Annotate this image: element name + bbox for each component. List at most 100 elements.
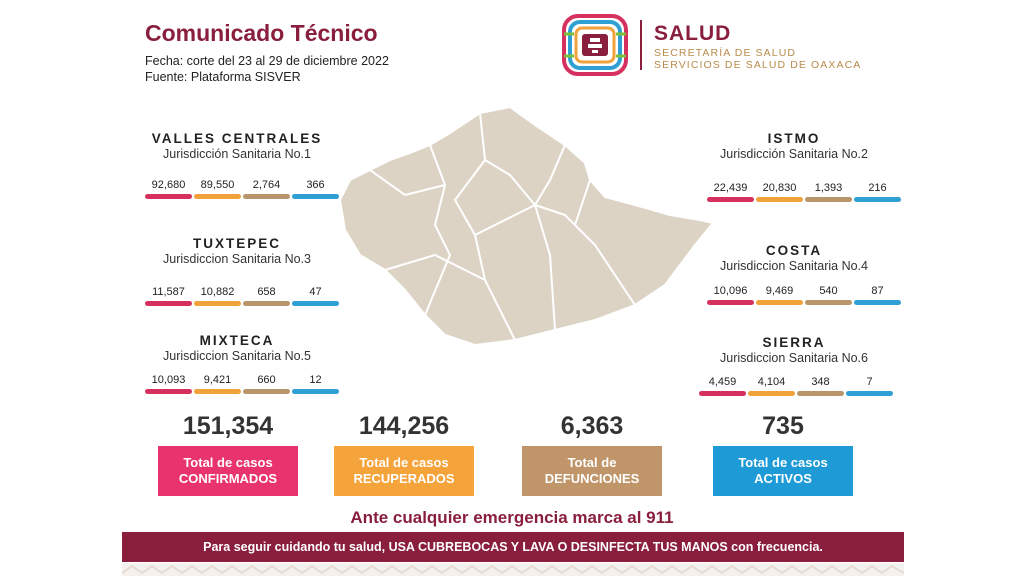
confirmed-value: 4,459 [708,376,737,388]
total-label-line1: Total de casos [738,455,828,470]
oaxaca-health-logo-icon [562,14,628,76]
active-value: 366 [306,179,325,191]
confirmed-value: 11,587 [152,286,185,298]
region-values-tuxtepec: 11,587 10,882 658 47 [145,285,341,306]
total-label-box: Total de casos ACTIVOS [713,446,853,496]
active-value: 87 [871,285,884,297]
region-jurisdiction: Jurisdiccion Sanitaria No.6 [720,351,868,365]
page-title: Comunicado Técnico [145,20,378,46]
deaths-bar [797,391,844,396]
confirmed-bar [707,197,754,202]
region-values-costa: 10,096 9,469 540 87 [707,284,903,305]
total-label-box: Total de casos CONFIRMADOS [158,446,298,496]
recovered-value: 9,421 [203,374,232,386]
region-jurisdiction: Jurisdiccion Sanitaria No.4 [720,259,868,273]
region-jurisdiction: Jurisdicción Sanitaria No.2 [720,147,868,161]
region-name: VALLES CENTRALES [151,131,323,146]
confirmed-bar [145,301,192,306]
active-bar [292,194,339,199]
region-name: COSTA [765,243,823,258]
logo-divider [640,20,642,70]
region-name: MIXTECA [199,333,275,348]
total-deaths: 6,363 Total de DEFUNCIONES [522,412,662,496]
report-date: Fecha: corte del 23 al 29 de diciembre 2… [145,54,389,68]
deaths-value: 658 [257,286,276,298]
confirmed-value: 92,680 [151,179,186,191]
confirmed-value: 10,096 [713,285,748,297]
total-label-line2: CONFIRMADOS [178,471,278,486]
active-bar [854,300,901,305]
total-recovered: 144,256 Total de casos RECUPERADOS [334,412,474,496]
active-value: 7 [866,376,873,388]
footer-banner: Para seguir cuidando tu salud, USA CUBRE… [122,532,904,562]
confirmed-value: 22,439 [713,182,748,194]
recovered-bar [756,300,803,305]
recovered-value: 9,469 [765,285,794,297]
brand-line-1: SECRETARÍA DE SALUD [654,47,797,59]
active-bar [846,391,893,396]
deaths-bar [243,301,290,306]
active-bar [292,389,339,394]
brand-line-2: SERVICIOS DE SALUD DE OAXACA [654,59,862,71]
region-valles-centrales: VALLES CENTRALES Jurisdicción Sanitaria … [140,131,334,161]
recovered-value: 20,830 [762,182,797,194]
total-value: 144,256 [358,412,450,440]
recovered-value: 89,550 [200,179,235,191]
total-label-line2: RECUPERADOS [353,471,455,486]
recovered-bar [194,301,241,306]
total-label-line1: Total de casos [183,455,273,470]
region-jurisdiction: Jurisdicción Sanitaria No.1 [163,147,311,161]
emergency-message: Ante cualquier emergencia marca al 911 [350,508,674,527]
confirmed-value: 10,093 [151,374,186,386]
confirmed-bar [145,389,192,394]
footer-text: Para seguir cuidando tu salud, USA CUBRE… [203,540,823,554]
total-label-line2: ACTIVOS [754,471,812,486]
active-bar [854,197,901,202]
total-label-line1: Total de [567,455,617,470]
brand-name: SALUD [654,22,732,45]
region-name: ISTMO [767,131,821,146]
deaths-value: 2,764 [252,179,281,191]
total-label-line1: Total de casos [359,455,449,470]
recovered-bar [194,389,241,394]
total-active: 735 Total de casos ACTIVOS [713,412,853,496]
active-bar [292,301,339,306]
deaths-value: 660 [257,374,276,386]
region-jurisdiction: Jurisdiccion Sanitaria No.5 [163,349,311,363]
total-label-box: Total de DEFUNCIONES [522,446,662,496]
region-values-istmo: 22,439 20,830 1,393 216 [707,181,903,202]
total-value: 151,354 [182,412,274,440]
deaths-value: 540 [819,285,838,297]
total-label-box: Total de casos RECUPERADOS [334,446,474,496]
region-mixteca: MIXTECA Jurisdiccion Sanitaria No.5 [140,333,334,363]
recovered-bar [748,391,795,396]
active-value: 47 [309,286,322,298]
region-name: TUXTEPEC [192,236,281,251]
region-values-sierra: 4,459 4,104 348 7 [699,375,895,396]
confirmed-bar [707,300,754,305]
recovered-bar [194,194,241,199]
deaths-bar [243,194,290,199]
deaths-value: 1,393 [814,182,843,194]
deaths-bar [805,197,852,202]
region-tuxtepec: TUXTEPEC Jurisdiccion Sanitaria No.3 [140,236,334,266]
total-value: 735 [762,412,804,440]
total-label-line2: DEFUNCIONES [544,471,640,486]
total-value: 6,363 [560,412,624,440]
recovered-value: 10,882 [200,286,235,298]
oaxaca-map-icon [338,105,715,347]
recovered-value: 4,104 [757,376,786,388]
decorative-pattern [122,563,904,576]
region-values-valles-centrales: 92,680 89,550 2,764 366 [145,178,341,199]
confirmed-bar [145,194,192,199]
region-istmo: ISTMO Jurisdicción Sanitaria No.2 [697,131,891,161]
region-costa: COSTA Jurisdiccion Sanitaria No.4 [697,243,891,273]
recovered-bar [756,197,803,202]
deaths-value: 348 [811,376,830,388]
deaths-bar [805,300,852,305]
active-value: 12 [309,374,322,386]
active-value: 216 [868,182,887,194]
total-confirmed: 151,354 Total de casos CONFIRMADOS [158,412,298,496]
region-values-mixteca: 10,093 9,421 660 12 [145,373,341,394]
region-sierra: SIERRA Jurisdiccion Sanitaria No.6 [697,335,891,365]
